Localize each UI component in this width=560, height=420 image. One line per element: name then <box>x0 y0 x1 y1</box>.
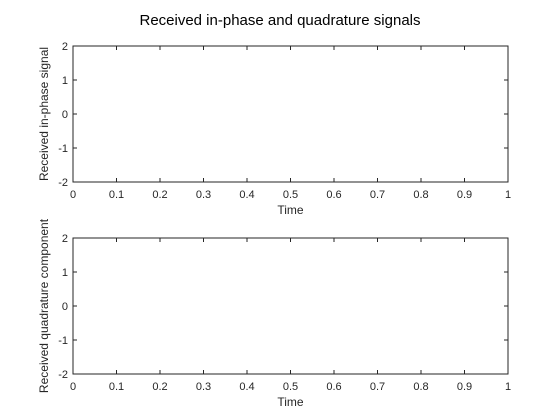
x-tick-label: 0.9 <box>457 381 472 393</box>
x-tick-label: 0.7 <box>370 189 385 201</box>
y-tick-label: -2 <box>58 369 68 381</box>
x-tick-label: 0.8 <box>413 381 428 393</box>
in-phase-axes: 0 0.1 0.2 0.3 0.4 0.5 0.6 0.7 0.8 0.9 1 -2 -1 0 1 2 Time… <box>37 41 511 217</box>
x-tick-label: 0.6 <box>326 189 341 201</box>
y-tick-label: -1 <box>58 143 68 155</box>
x-tick-label: 0.2 <box>152 381 167 393</box>
x-tick-label: 0.6 <box>326 381 341 393</box>
y-tick-label: 2 <box>62 41 68 53</box>
x-tick-label: 1 <box>505 381 511 393</box>
x-tick-label: 1 <box>505 189 511 201</box>
y-tick-label: -1 <box>58 335 68 347</box>
x-tick-label: 0.3 <box>196 189 211 201</box>
axes-box <box>72 237 509 375</box>
y-tick-label: 0 <box>62 301 68 313</box>
x-axis-label: Time <box>277 395 304 409</box>
x-tick-label: 0.5 <box>283 189 298 201</box>
y-tick-label: 2 <box>62 233 68 245</box>
x-tick-label: 0.4 <box>239 189 254 201</box>
y-tick-label: 0 <box>62 109 68 121</box>
figure-title: Received in-phase and quadrature signals <box>139 12 420 29</box>
quadrature-axes: 0 0.1 0.2 0.3 0.4 0.5 0.6 0.7 0.8 0.9 1 -2 -1 0 1 2 Time… <box>37 218 511 409</box>
x-tick-label: 0.2 <box>152 189 167 201</box>
x-tick-label: 0.4 <box>239 381 254 393</box>
x-tick-label: 0 <box>70 381 76 393</box>
x-tick-label: 0.5 <box>283 381 298 393</box>
x-tick-label: 0 <box>70 189 76 201</box>
x-tick-label: 0.1 <box>109 189 124 201</box>
x-tick-label: 0.1 <box>109 381 124 393</box>
x-tick-label: 0.7 <box>370 381 385 393</box>
x-tick-label: 0.9 <box>457 189 472 201</box>
x-axis-label: Time <box>277 203 304 217</box>
y-axis-label: Received quadrature component <box>37 218 51 393</box>
y-tick-label: 1 <box>62 267 68 279</box>
x-tick-label: 0.8 <box>413 189 428 201</box>
x-tick-label: 0.3 <box>196 381 211 393</box>
y-tick-label: 1 <box>62 75 68 87</box>
axes-box <box>72 45 509 183</box>
y-axis-label: Received in-phase signal <box>37 47 51 181</box>
y-tick-label: -2 <box>58 177 68 189</box>
